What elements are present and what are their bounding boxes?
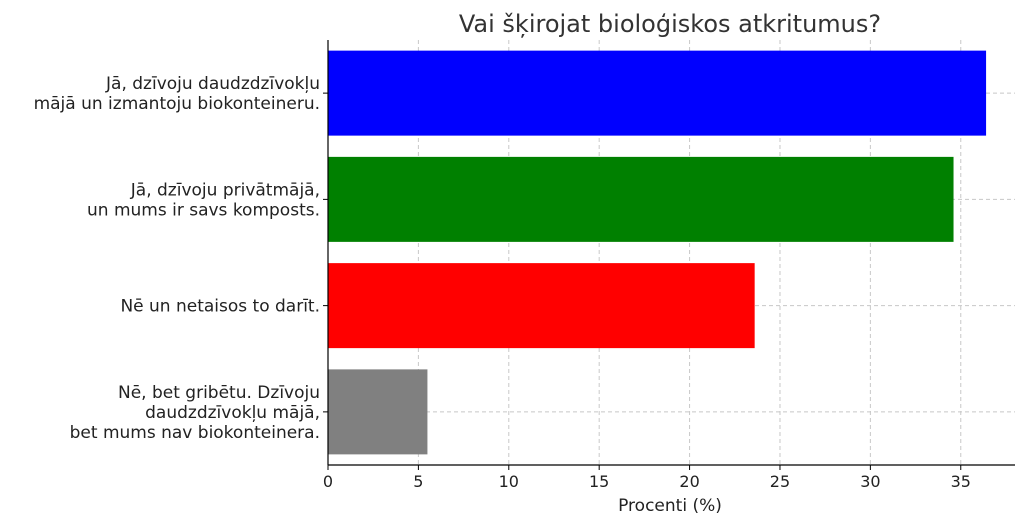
bar	[328, 157, 954, 242]
category-label: Jā, dzīvoju daudzdzīvokļu mājā un izmanto…	[34, 74, 320, 114]
x-tick-label: 0	[323, 472, 333, 491]
category-label-line: Jā, dzīvoju daudzdzīvokļu	[105, 74, 320, 94]
x-tick-labels: 0 5 10 15 20 25 30 35	[323, 472, 971, 491]
category-label-line: bet mums nav biokonteinera.	[70, 423, 320, 443]
category-label-line: Nē, bet gribētu. Dzīvoju	[118, 383, 320, 403]
category-label-line: mājā un izmantoju biokonteineru.	[34, 94, 320, 114]
category-label-line: un mums ir savs komposts.	[87, 200, 320, 220]
bar	[328, 369, 427, 454]
category-label: Jā, dzīvoju privātmājā, un mums ir savs k…	[87, 180, 320, 220]
x-tick-label: 25	[770, 472, 790, 491]
category-label: Nē un netaisos to darīt.	[120, 297, 320, 317]
category-label-line: Jā, dzīvoju privātmājā,	[130, 180, 320, 200]
x-tick-label: 30	[860, 472, 880, 491]
x-tick-label: 5	[413, 472, 423, 491]
bar	[328, 51, 986, 136]
category-label-line: daudzdzīvokļu mājā,	[145, 403, 320, 423]
x-tick-label: 20	[679, 472, 699, 491]
chart-title: Vai šķirojat bioloģiskos atkritumus?	[459, 10, 881, 38]
category-label: Nē, bet gribētu. Dzīvoju daudzdzīvokļu mā…	[70, 383, 320, 443]
category-labels: Jā, dzīvoju daudzdzīvokļu mājā un izmanto…	[34, 74, 320, 443]
x-tick-label: 15	[589, 472, 609, 491]
bars	[328, 51, 986, 455]
x-tick-label: 35	[951, 472, 971, 491]
x-tick-label: 10	[499, 472, 519, 491]
category-label-line: Nē un netaisos to darīt.	[120, 297, 320, 317]
x-axis-label: Procenti (%)	[618, 496, 722, 516]
bar	[328, 263, 755, 348]
